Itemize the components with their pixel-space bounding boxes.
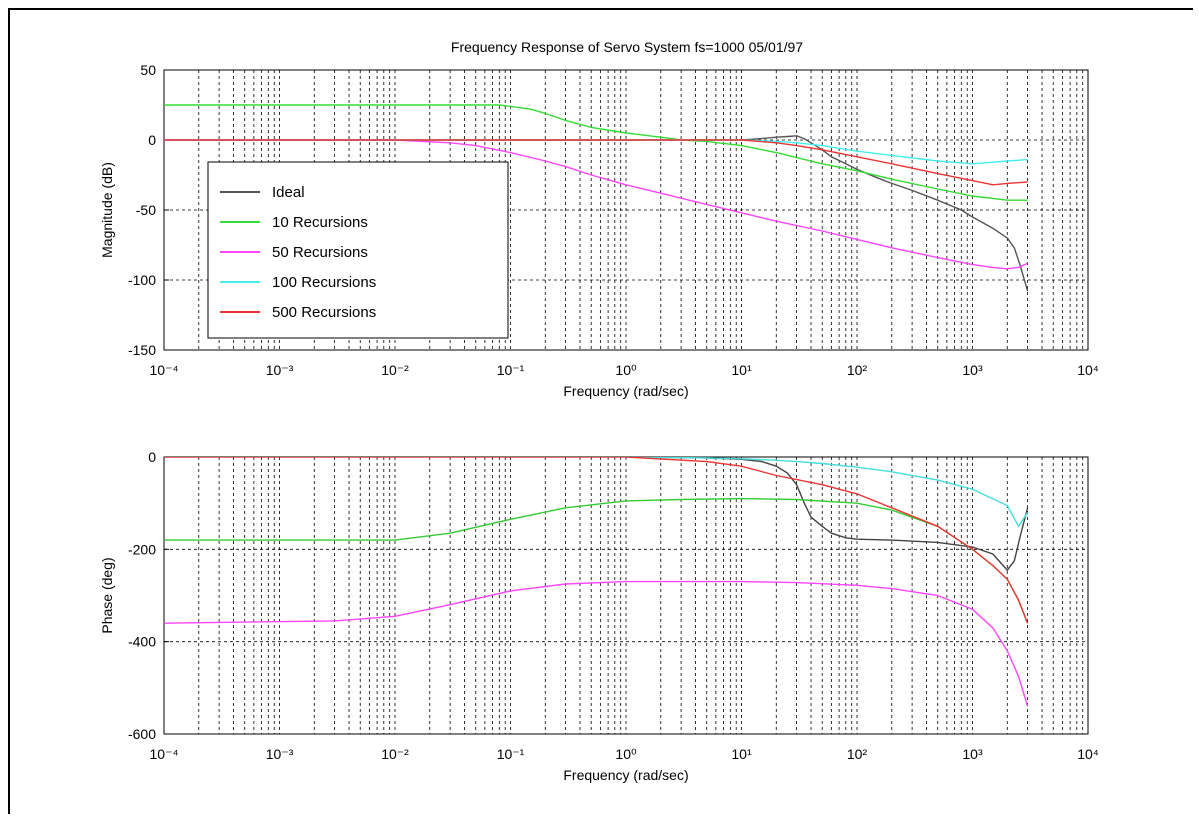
x-tick-label: 10⁻⁴ [150, 362, 179, 378]
x-tick-label: 10³ [962, 746, 983, 762]
y-tick-label: -400 [128, 634, 156, 650]
series-line-50-recursions [164, 580, 1029, 707]
x-tick-label: 10⁻² [381, 746, 409, 762]
x-axis-label: Frequency (rad/sec) [563, 383, 688, 399]
series-lines [164, 104, 1029, 292]
y-tick-label: -200 [128, 541, 156, 557]
series-line-ideal [164, 135, 1029, 292]
y-tick-label: 0 [148, 449, 156, 465]
x-tick-label: 10³ [962, 362, 983, 378]
x-tick-label: 10¹ [731, 746, 752, 762]
x-tick-label: 10⁰ [615, 746, 637, 762]
x-tick-label: 10⁻¹ [497, 362, 525, 378]
x-tick-label: 10² [847, 362, 868, 378]
phase-panel: 0 -200 -400 -600 10⁻⁴ 10⁻³ 10⁻² 10⁻¹ 10⁰ 10¹ 10² 10… [99, 449, 1099, 783]
series-lines [164, 457, 1029, 707]
x-axis-label: Frequency (rad/sec) [563, 767, 688, 783]
x-tick-label: 10⁴ [1077, 746, 1099, 762]
series-line-ideal [625, 457, 1029, 572]
y-axis-label: Magnitude (dB) [99, 162, 115, 258]
series-line-50-recursions [164, 139, 1028, 270]
legend-label: 500 Recursions [272, 304, 376, 321]
y-tick-label: 0 [148, 132, 156, 148]
grid-lines [164, 457, 1088, 734]
x-tick-label: 10⁻⁴ [150, 746, 179, 762]
series-line-500-recursions [164, 457, 1029, 624]
x-tick-label: 10⁻² [381, 362, 409, 378]
figure-title: Frequency Response of Servo System fs=10… [451, 39, 803, 55]
y-tick-label: -600 [128, 726, 156, 742]
legend-label: 10 Recursions [272, 214, 368, 231]
series-line-500-recursions [164, 139, 1028, 186]
x-tick-label: 10² [847, 746, 868, 762]
legend-label: Ideal [272, 184, 305, 201]
y-tick-label: -100 [128, 272, 156, 288]
legend-label: 50 Recursions [272, 244, 368, 261]
y-axis-label: Phase (deg) [99, 557, 115, 633]
y-tick-label: -50 [136, 202, 156, 218]
y-tick-label: 50 [140, 62, 156, 78]
x-tick-label: 10⁻³ [266, 746, 294, 762]
series-line-100-recursions [625, 457, 1029, 528]
figure-frame [8, 8, 1193, 814]
x-tick-label: 10¹ [731, 362, 752, 378]
x-tick-label: 10⁴ [1077, 362, 1099, 378]
legend: Ideal 10 Recursions 50 Recursions 100 Recur… [207, 161, 509, 339]
legend-label: 100 Recursions [272, 274, 376, 291]
y-tick-label: -150 [128, 342, 156, 358]
x-tick-label: 10⁻³ [266, 362, 294, 378]
x-tick-label: 10⁰ [615, 362, 637, 378]
x-tick-label: 10⁻¹ [497, 746, 525, 762]
series-line-100-recursions [164, 139, 1028, 165]
